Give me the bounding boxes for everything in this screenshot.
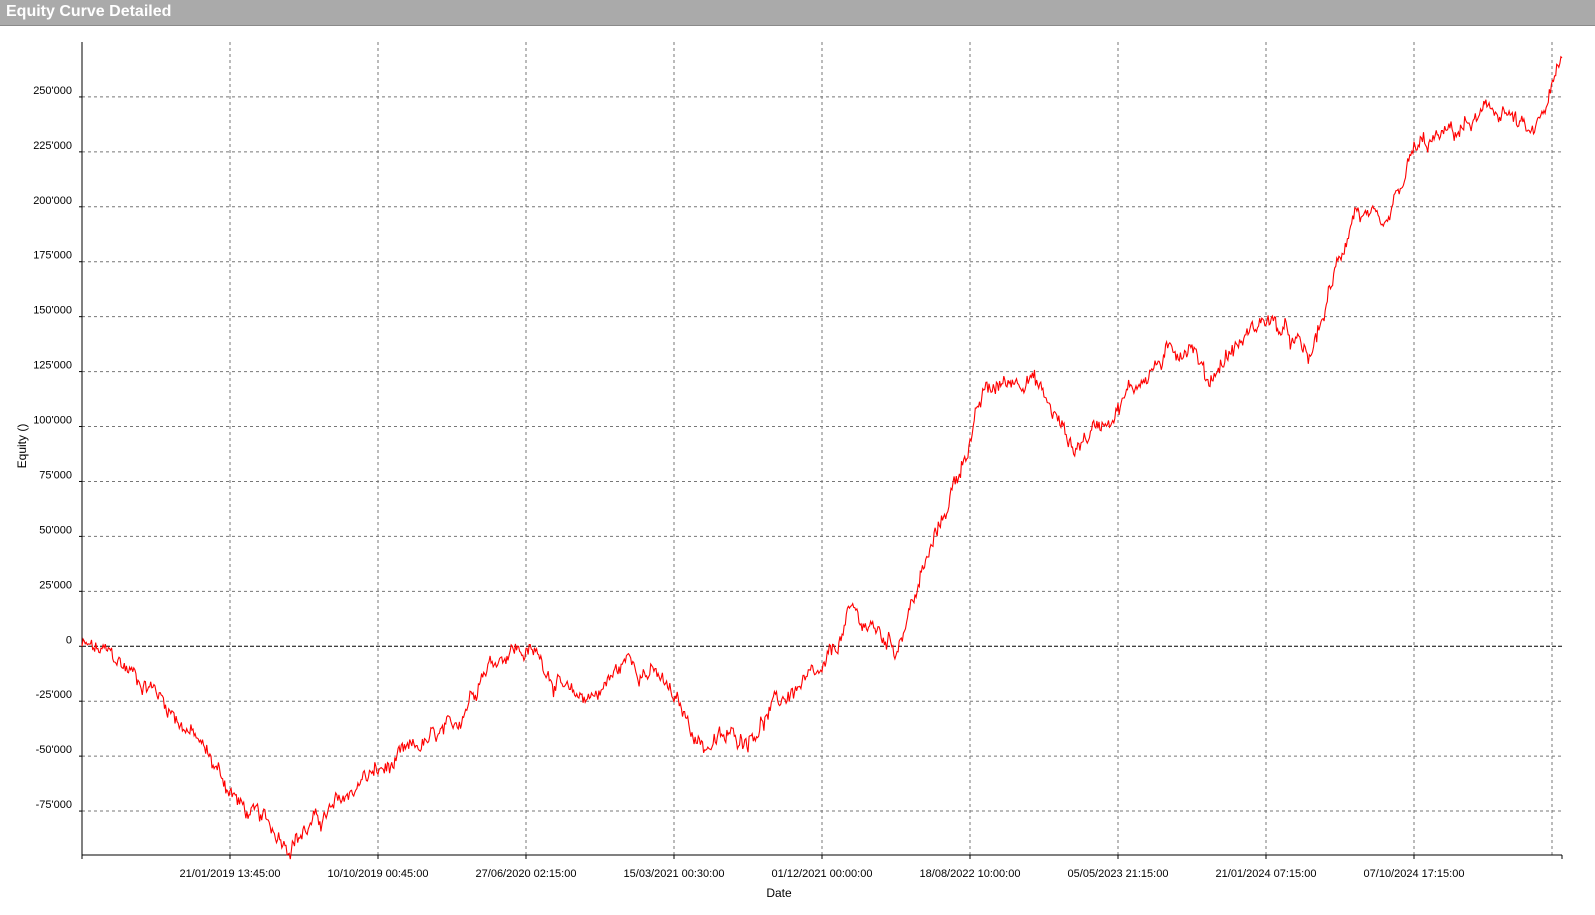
y-tick-label: 100'000 xyxy=(33,415,72,427)
y-tick-label: 200'000 xyxy=(33,195,72,207)
x-tick-label: 18/08/2022 10:00:00 xyxy=(920,868,1021,880)
y-tick-label: 25'000 xyxy=(39,579,72,591)
x-tick-label: 05/05/2023 21:15:00 xyxy=(1068,868,1169,880)
x-tick-labels: 21/01/2019 13:45:00 10/10/2019 00:45:00 27… xyxy=(180,868,1465,880)
x-tick-label: 10/10/2019 00:45:00 xyxy=(328,868,429,880)
y-tick-label: -25'000 xyxy=(36,689,72,701)
y-tick-label: 150'000 xyxy=(33,305,72,317)
x-tick-label: 07/10/2024 17:15:00 xyxy=(1364,868,1465,880)
y-tick-label: 75'000 xyxy=(39,469,72,481)
x-tick-label: 21/01/2019 13:45:00 xyxy=(180,868,281,880)
y-tick-label: 250'000 xyxy=(33,85,72,97)
title-bar: Equity Curve Detailed xyxy=(0,0,1595,26)
x-axis-title: Date xyxy=(766,886,792,900)
y-tick-label: -50'000 xyxy=(36,744,72,756)
y-tick-label: 125'000 xyxy=(33,360,72,372)
x-tick-label: 27/06/2020 02:15:00 xyxy=(476,868,577,880)
x-tick-label: 15/03/2021 00:30:00 xyxy=(624,868,725,880)
x-tick-label: 21/01/2024 07:15:00 xyxy=(1216,868,1317,880)
y-tick-label: 0 xyxy=(66,634,72,646)
x-tick-label: 01/12/2021 00:00:00 xyxy=(772,868,873,880)
y-tick-label: -75'000 xyxy=(36,799,72,811)
y-tick-label: 225'000 xyxy=(33,140,72,152)
equity-series-line xyxy=(81,55,1563,860)
y-tick-label: 175'000 xyxy=(33,250,72,262)
grid-layer xyxy=(79,42,1563,859)
y-tick-label: 50'000 xyxy=(39,524,72,536)
y-axis-title: Equity () xyxy=(15,424,29,469)
window-title: Equity Curve Detailed xyxy=(6,3,172,20)
axes-layer xyxy=(81,42,1562,856)
y-tick-labels: -75'000 -50'000 -25'000 0 25'000 50'000 75'000… xyxy=(33,85,72,811)
equity-chart: -75'000 -50'000 -25'000 0 25'000 50'000 75'000… xyxy=(15,42,1563,900)
